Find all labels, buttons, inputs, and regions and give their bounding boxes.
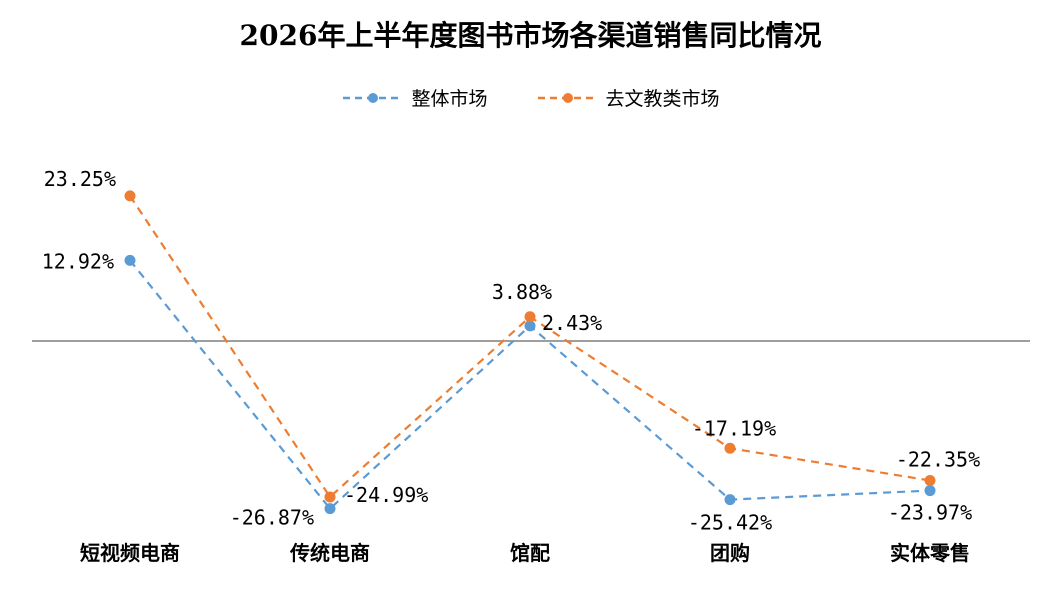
data-point-s1-4 — [924, 474, 936, 486]
data-point-s1-0 — [124, 190, 136, 202]
legend-item-series-0: 整体市场 — [341, 84, 488, 111]
data-label-s1-1: -24.99% — [344, 483, 428, 507]
data-label-s1-3: -17.19% — [692, 416, 776, 440]
x-tick-label-1: 传统电商 — [289, 541, 370, 565]
data-label-s0-1: -26.87% — [230, 506, 314, 530]
data-point-s1-1 — [324, 491, 336, 503]
legend-swatch-series-1 — [537, 92, 598, 103]
data-label-s1-0: 23.25% — [44, 167, 116, 191]
data-point-s0-0 — [124, 254, 136, 266]
data-label-s0-0: 12.92% — [42, 249, 114, 273]
x-tick-label-0: 短视频电商 — [80, 541, 180, 565]
legend-label-series-0: 整体市场 — [411, 88, 488, 110]
x-tick-label-3: 团购 — [710, 541, 750, 565]
data-label-s1-4: -22.35% — [896, 447, 980, 471]
data-label-s1-2: 3.88% — [492, 280, 552, 304]
data-point-s1-3 — [724, 442, 736, 454]
chart-title: 2026年上半年度图书市场各渠道销售同比情况 — [239, 19, 822, 52]
legend-swatch-series-0 — [343, 92, 404, 103]
data-point-s0-1 — [324, 503, 336, 515]
data-label-s0-4: -23.97% — [888, 501, 972, 525]
data-point-s0-3 — [724, 494, 736, 506]
series-line-1 — [129, 195, 931, 499]
x-tick-label-4: 实体零售 — [890, 541, 970, 565]
data-point-s0-2 — [524, 320, 536, 332]
legend-item-series-1: 去文教类市场 — [536, 84, 720, 111]
legend: 整体市场 去文教类市场 — [0, 84, 1061, 111]
data-point-s0-4 — [924, 485, 936, 497]
x-tick-label-2: 馆配 — [510, 541, 550, 565]
data-label-s0-2: 2.43% — [542, 311, 602, 335]
legend-label-series-1: 去文教类市场 — [605, 88, 720, 110]
data-point-s1-2 — [524, 311, 536, 323]
data-label-s0-3: -25.42% — [688, 511, 772, 535]
